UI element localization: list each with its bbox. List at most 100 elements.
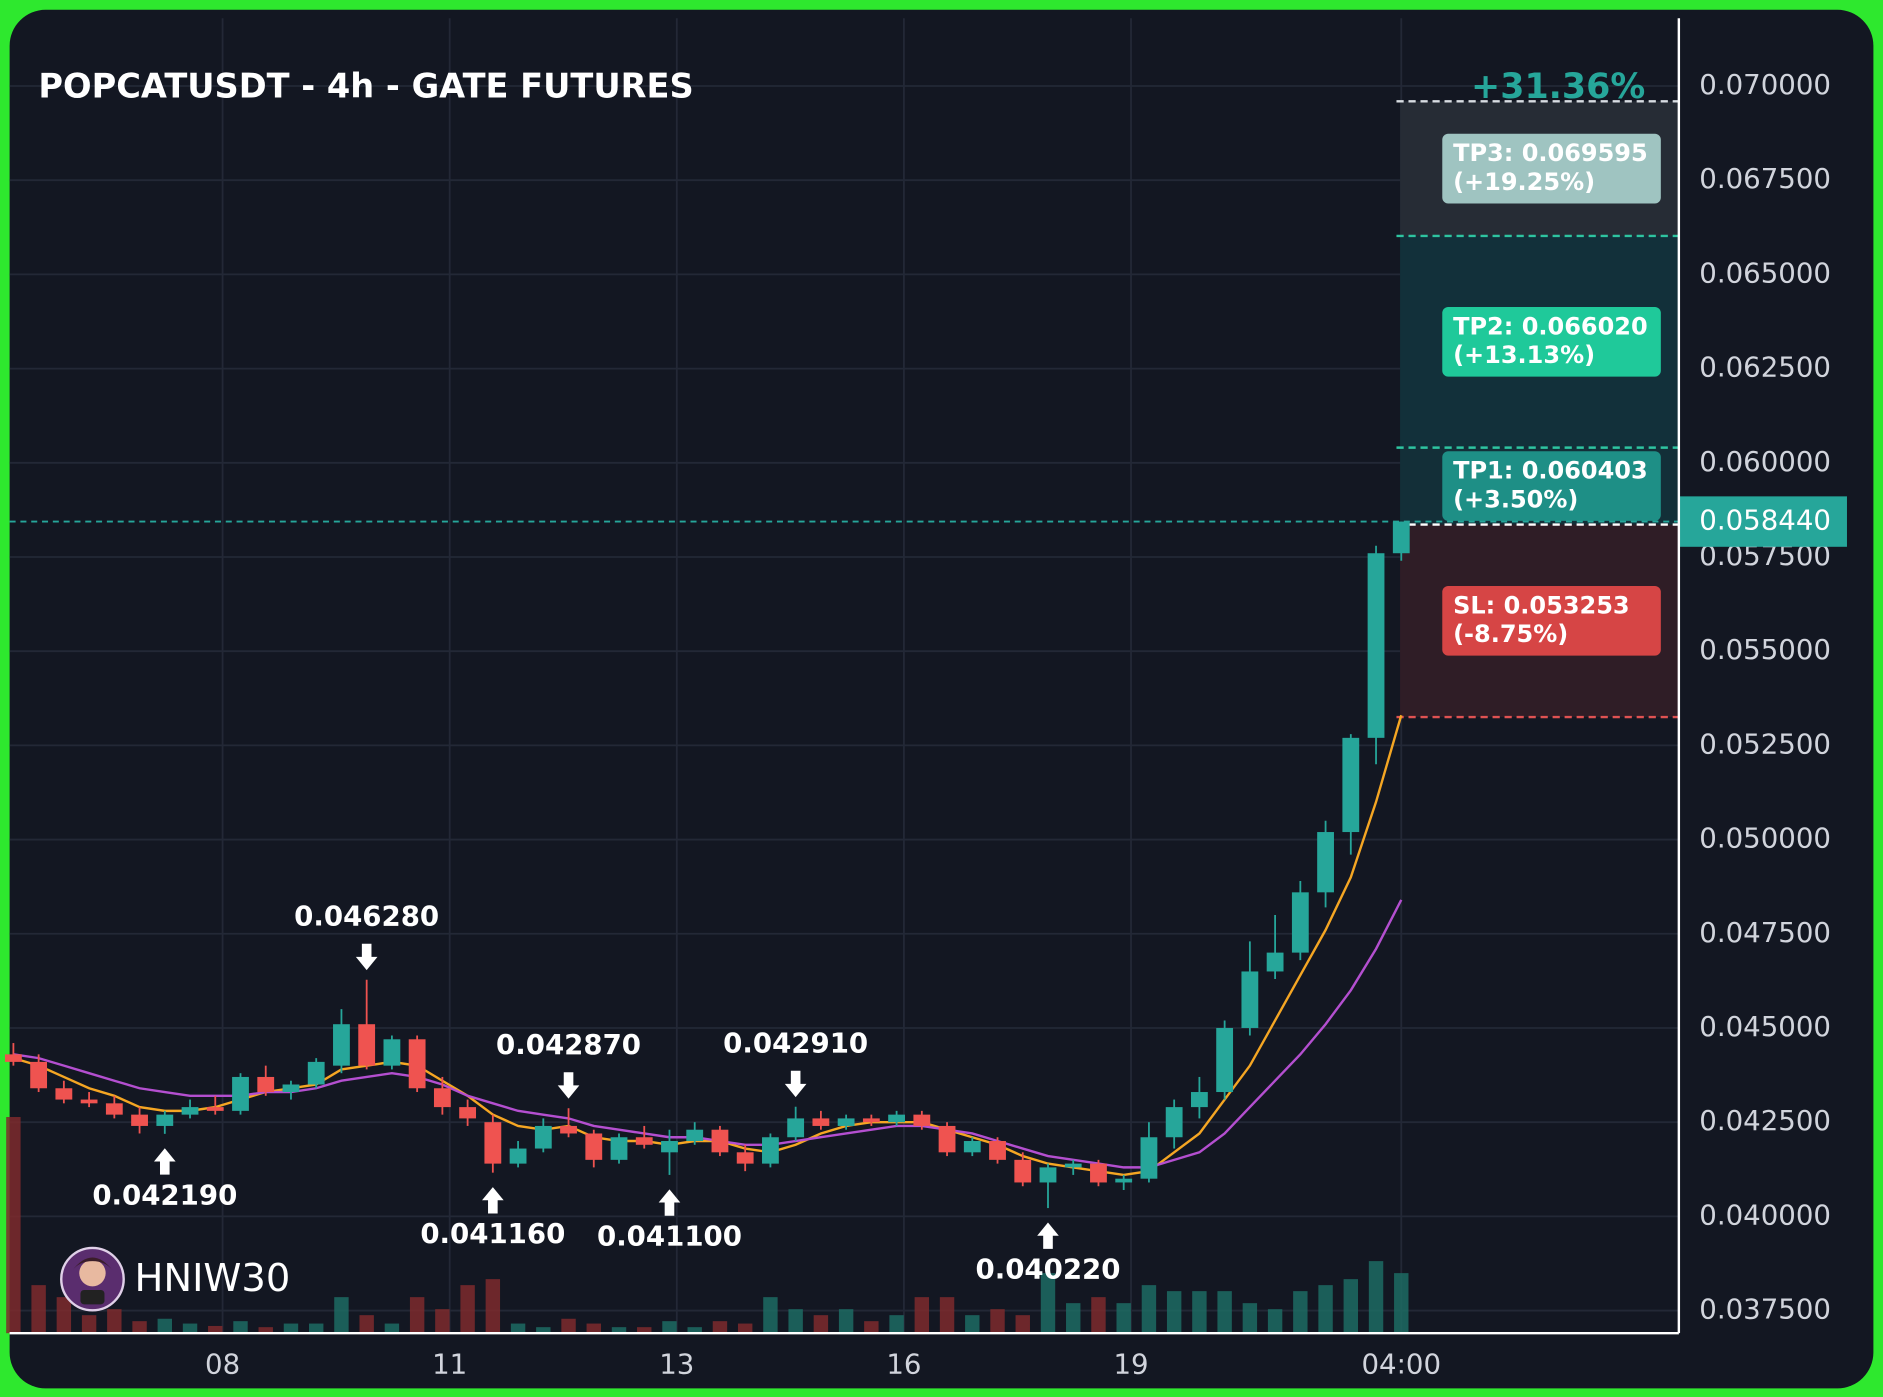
- candle-body: [131, 1114, 148, 1126]
- y-tick-label: 0.060000: [1699, 445, 1831, 478]
- candle-body: [963, 1141, 981, 1153]
- candle-body: [1039, 1167, 1057, 1183]
- price-annotation: 0.041100: [597, 1219, 742, 1252]
- gain-label: +31.36%: [1471, 67, 1645, 107]
- y-tick-label: 0.065000: [1699, 256, 1831, 289]
- volume-bar: [687, 1327, 702, 1334]
- candle-body: [888, 1114, 905, 1123]
- level-label: TP1: 0.060403: [1453, 457, 1648, 485]
- volume-bar: [485, 1279, 501, 1334]
- volume-bar: [1116, 1303, 1131, 1334]
- volume-bar: [1293, 1291, 1308, 1334]
- arrow: [1037, 1222, 1059, 1249]
- level-box: [1442, 451, 1661, 521]
- chart-title: POPCATUSDT - 4h - GATE FUTURES: [38, 66, 693, 105]
- arrow: [153, 1148, 176, 1175]
- candle-body: [560, 1125, 577, 1134]
- y-tick-label: 0.047500: [1699, 916, 1831, 949]
- price-annotation: 0.040220: [976, 1253, 1121, 1286]
- x-tick-label: 13: [659, 1348, 694, 1381]
- volume-bar: [788, 1309, 803, 1334]
- volume-bar: [586, 1323, 601, 1334]
- candle-body: [1342, 737, 1360, 833]
- volume-bar: [763, 1297, 778, 1334]
- candle-body: [711, 1129, 729, 1153]
- candle-body: [181, 1107, 199, 1115]
- candle-body: [282, 1084, 300, 1093]
- price-annotation: 0.042870: [496, 1028, 641, 1061]
- candle-body: [1367, 553, 1385, 738]
- volume-bar: [6, 1117, 21, 1334]
- candle-body: [837, 1118, 855, 1126]
- volume-bar: [56, 1297, 72, 1334]
- price-annotation: 0.046280: [294, 899, 439, 932]
- level-box: [1442, 585, 1661, 656]
- volume-bar: [132, 1321, 147, 1334]
- volume-bar: [1318, 1285, 1333, 1334]
- candle-body: [661, 1141, 678, 1153]
- volume-bar: [1166, 1291, 1182, 1334]
- candle-body: [484, 1122, 502, 1164]
- volume-bar: [1267, 1309, 1283, 1334]
- level-change: (+13.13%): [1453, 341, 1595, 369]
- candle-body: [1317, 832, 1334, 893]
- volume-bar: [939, 1297, 955, 1334]
- candle-body: [762, 1137, 779, 1164]
- watermark: HNIW30: [135, 1256, 291, 1301]
- volume-bar: [283, 1323, 299, 1334]
- volume-bar: [359, 1315, 374, 1334]
- volume-bar: [1040, 1273, 1056, 1334]
- volume-bar: [460, 1285, 475, 1334]
- y-tick-label: 0.042500: [1699, 1104, 1831, 1137]
- candle-body: [862, 1118, 880, 1123]
- volume-bar: [662, 1321, 677, 1334]
- candle-body: [635, 1137, 653, 1145]
- candle-body: [1216, 1027, 1234, 1093]
- x-tick-label: 19: [1113, 1348, 1148, 1381]
- price-annotation: 0.041160: [420, 1217, 565, 1250]
- volume-bar: [107, 1309, 122, 1334]
- y-tick-label: 0.062500: [1699, 351, 1831, 384]
- volume-bar: [1091, 1297, 1106, 1334]
- candle-body: [1392, 521, 1410, 554]
- volume-bar: [1242, 1303, 1258, 1334]
- volume-bar: [233, 1321, 248, 1334]
- y-tick-label: 0.070000: [1699, 68, 1831, 101]
- candle-body: [206, 1107, 224, 1111]
- level-change: (+3.50%): [1453, 486, 1578, 514]
- volume-bar: [334, 1297, 349, 1334]
- candle-body: [1241, 971, 1259, 1028]
- level-label: TP3: 0.069595: [1453, 139, 1648, 167]
- candle-body: [1064, 1163, 1082, 1168]
- candle-body: [913, 1114, 931, 1126]
- volume-bar: [435, 1309, 450, 1334]
- volume-bar: [308, 1323, 324, 1334]
- candle-body: [938, 1125, 956, 1153]
- candle-body: [433, 1088, 451, 1108]
- volume-bar: [1192, 1291, 1207, 1334]
- x-tick-label: 16: [886, 1348, 921, 1381]
- candle-body: [1140, 1137, 1158, 1179]
- candle-body: [1165, 1107, 1183, 1138]
- y-tick-label: 0.055000: [1699, 633, 1831, 666]
- price-annotation: 0.042910: [723, 1026, 868, 1059]
- volume-bar: [712, 1321, 728, 1334]
- candle-body: [333, 1024, 350, 1066]
- volume-bar: [1368, 1261, 1384, 1334]
- candle-body: [257, 1076, 275, 1093]
- candle-body: [509, 1148, 527, 1164]
- candle-body: [80, 1099, 98, 1104]
- volume-bar: [838, 1309, 854, 1334]
- candle-body: [787, 1118, 805, 1138]
- volume-bar: [990, 1309, 1005, 1334]
- candle-body: [1190, 1092, 1208, 1108]
- x-tick-label: 11: [432, 1348, 467, 1381]
- arrow: [355, 943, 378, 971]
- volume-bar: [965, 1315, 980, 1334]
- x-tick-label: 04:00: [1361, 1348, 1441, 1381]
- volume-bar: [1343, 1279, 1359, 1334]
- volume-bar: [914, 1297, 930, 1334]
- candle-body: [534, 1125, 552, 1149]
